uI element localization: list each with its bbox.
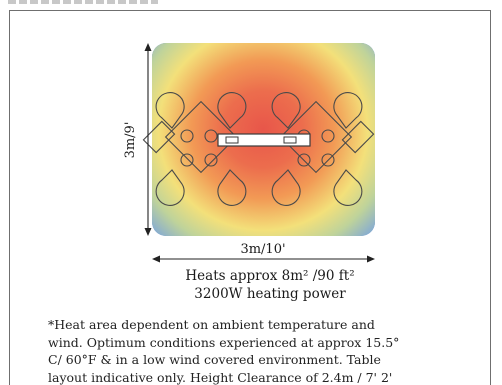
- heater-element-right: [283, 136, 297, 144]
- left-seat-1: [180, 129, 194, 143]
- width-arrow-left: [152, 255, 160, 263]
- right-chair-2: [333, 92, 363, 129]
- left-chair-1: [155, 92, 185, 129]
- width-label: 3m/10': [240, 242, 285, 257]
- right-table-group: [271, 92, 375, 206]
- width-dimension: 3m/10': [152, 242, 375, 263]
- heater-element-left: [225, 136, 239, 144]
- right-seat-3: [297, 153, 311, 167]
- height-dimension: 3m/9': [123, 43, 152, 236]
- heater-unit: [217, 133, 311, 147]
- footnote-line: layout indicative only. Height Clearance…: [48, 369, 393, 385]
- height-arrow-bottom: [144, 228, 152, 236]
- left-chair-4: [217, 169, 247, 206]
- left-chair-5: [142, 120, 176, 154]
- right-chair-4: [333, 169, 363, 206]
- right-seat-2: [321, 129, 335, 143]
- height-label: 3m/9': [123, 122, 138, 159]
- table-layout: [142, 92, 375, 206]
- cropped-heading-fragment: [0, 0, 160, 6]
- left-chair-3: [155, 169, 185, 206]
- footnote-line: *Heat area dependent on ambient temperat…: [48, 317, 375, 332]
- right-chair-3: [271, 169, 301, 206]
- width-arrow-right: [367, 255, 375, 263]
- right-chair-1: [271, 92, 301, 129]
- footnote-line: wind. Optimum conditions experienced at …: [48, 334, 400, 350]
- left-table-group: [142, 92, 247, 206]
- heat-area-caption: Heats approx 8m² /90 ft²: [185, 268, 355, 284]
- height-arrow-top: [144, 43, 152, 51]
- left-chair-2: [217, 92, 247, 129]
- right-chair-5: [341, 120, 375, 154]
- footnote: *Heat area dependent on ambient temperat…: [48, 316, 478, 385]
- right-table: [279, 100, 353, 174]
- heating-power-caption: 3200W heating power: [194, 286, 346, 302]
- footnote-line: C/ 60°F & in a low wind covered environm…: [48, 352, 381, 367]
- left-seat-2: [204, 129, 218, 143]
- right-seat-4: [321, 153, 335, 167]
- left-seat-4: [204, 153, 218, 167]
- left-seat-3: [180, 153, 194, 167]
